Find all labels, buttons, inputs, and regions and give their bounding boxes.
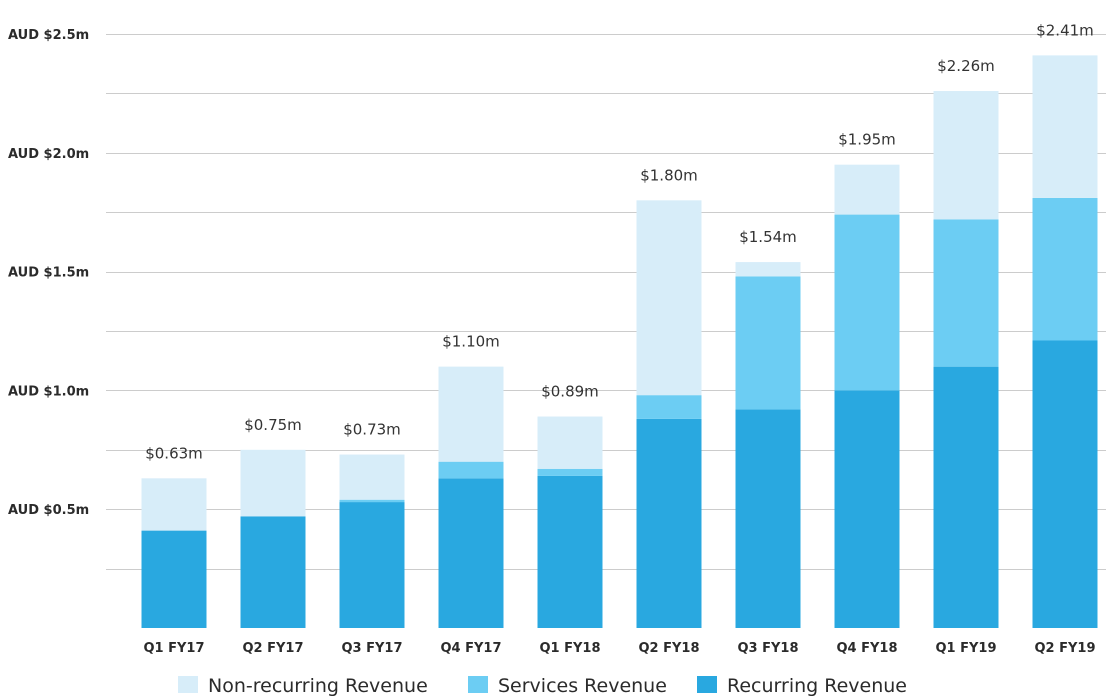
bar-total-label: $1.80m — [640, 166, 698, 184]
bar-segment-services — [537, 468, 603, 476]
legend-label: Recurring Revenue — [727, 675, 907, 696]
y-tick-label: AUD $2.0m — [8, 147, 89, 162]
legend-label: Services Revenue — [498, 675, 667, 696]
bar-segment-non-recurring — [1032, 55, 1098, 198]
x-tick-label: Q3 FY18 — [737, 641, 798, 656]
legend-swatch — [697, 676, 717, 693]
bar-total-label: $2.26m — [937, 57, 995, 75]
bar-segment-non-recurring — [933, 91, 999, 220]
bar-total-label: $0.73m — [343, 421, 401, 439]
y-tick-label: AUD $1.0m — [8, 384, 89, 399]
bar-segment-recurring — [438, 478, 504, 628]
bar-segment-services — [933, 219, 999, 367]
bar-segment-non-recurring — [636, 200, 702, 396]
bar-segment-recurring — [735, 409, 801, 628]
x-tick-label: Q1 FY17 — [143, 641, 204, 656]
bar-segment-services — [636, 395, 702, 419]
bar-segment-non-recurring — [537, 416, 603, 469]
bar-total-label: $0.89m — [541, 383, 599, 401]
bar-segment-recurring — [141, 530, 207, 628]
x-tick-label: Q1 FY18 — [539, 641, 600, 656]
bar-segment-services — [834, 214, 900, 391]
y-tick-label: AUD $1.5m — [8, 266, 89, 281]
bar-segment-recurring — [1032, 340, 1098, 628]
bar-segment-recurring — [834, 390, 900, 628]
bar-total-label: $1.95m — [838, 131, 896, 149]
x-axis-tick-labels: Q1 FY17 Q2 FY17 Q3 FY17 Q4 FY17 Q1 FY18 Q2 FY… — [143, 641, 1095, 656]
bar-segment-services — [1032, 197, 1098, 341]
bar-total-label: $1.10m — [442, 333, 500, 351]
legend-swatch — [178, 676, 198, 693]
bar-segment-non-recurring — [141, 478, 207, 531]
bar-segment-recurring — [339, 502, 405, 628]
y-axis-tick-labels: AUD $0.5m AUD $1.0m AUD $1.5m AUD $2.0m AUD … — [8, 28, 89, 518]
y-tick-label: AUD $2.5m — [8, 28, 89, 43]
y-tick-label: AUD $0.5m — [8, 503, 89, 518]
bar-total-label: $1.54m — [739, 228, 797, 246]
bar-segment-non-recurring — [834, 164, 900, 215]
bar-segment-non-recurring — [339, 454, 405, 500]
bar-total-label: $0.75m — [244, 416, 302, 434]
bar-total-labels: $0.63m $0.75m $0.73m $1.10m $0.89m $1.80m $1.5… — [145, 21, 1094, 462]
bar-segment-services — [339, 499, 405, 503]
legend-item-services: Services Revenue — [468, 675, 667, 696]
bar-segment-recurring — [240, 516, 306, 628]
legend: Non-recurring Revenue Services Revenue Rec… — [178, 675, 907, 696]
x-tick-label: Q3 FY17 — [341, 641, 402, 656]
x-tick-label: Q2 FY19 — [1034, 641, 1095, 656]
bar-segment-recurring — [537, 475, 603, 628]
bar-segment-recurring — [933, 366, 999, 628]
legend-swatch — [468, 676, 488, 693]
bars — [141, 55, 1098, 628]
x-tick-label: Q2 FY18 — [638, 641, 699, 656]
bar-segment-services — [438, 461, 504, 479]
bar-segment-recurring — [636, 418, 702, 628]
x-tick-label: Q4 FY18 — [836, 641, 897, 656]
bar-segment-non-recurring — [240, 449, 306, 517]
bar-segment-non-recurring — [438, 366, 504, 462]
legend-item-recurring: Recurring Revenue — [697, 675, 907, 696]
bar-total-label: $2.41m — [1036, 21, 1094, 39]
legend-label: Non-recurring Revenue — [208, 675, 428, 696]
legend-item-non-recurring: Non-recurring Revenue — [178, 675, 428, 696]
x-tick-label: Q2 FY17 — [242, 641, 303, 656]
bar-total-label: $0.63m — [145, 444, 203, 462]
bar-segment-services — [735, 276, 801, 410]
x-tick-label: Q1 FY19 — [935, 641, 996, 656]
bar-segment-non-recurring — [735, 262, 801, 277]
x-tick-label: Q4 FY17 — [440, 641, 501, 656]
